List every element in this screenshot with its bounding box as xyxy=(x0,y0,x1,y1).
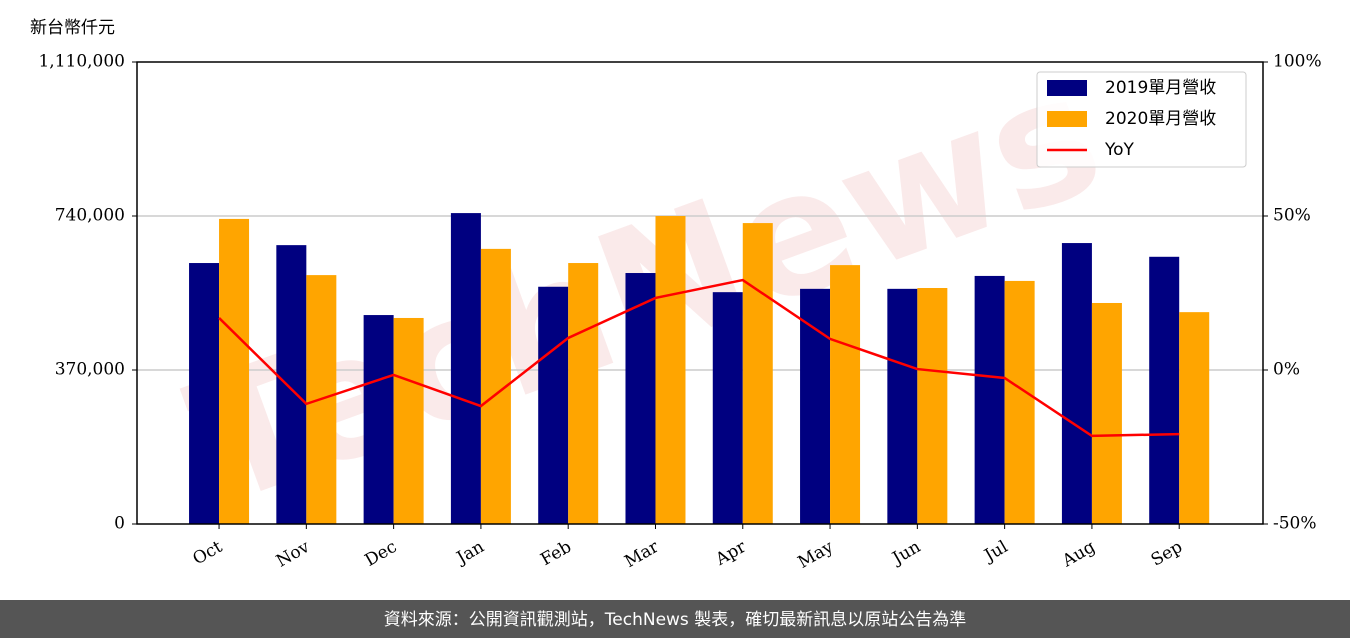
bar xyxy=(830,265,861,524)
y2-tick-label: 50% xyxy=(1273,206,1311,226)
bar xyxy=(712,292,743,524)
bar xyxy=(363,315,394,524)
legend-box xyxy=(1036,71,1247,168)
x-tick-label: Jul xyxy=(980,537,1012,567)
bar xyxy=(974,275,1005,524)
x-tick-label: May xyxy=(795,537,838,573)
legend-swatch xyxy=(1047,111,1087,127)
bar xyxy=(887,288,918,524)
y-tick-label: 370,000 xyxy=(55,360,125,380)
plot-frame xyxy=(136,61,1264,525)
legend-swatch xyxy=(1047,80,1087,96)
y2-tick-label: 0% xyxy=(1273,360,1300,380)
bar xyxy=(1091,302,1122,524)
x-tick-label: Nov xyxy=(273,537,313,572)
x-tick-label: Sep xyxy=(1148,537,1186,571)
line xyxy=(218,278,1180,438)
bar xyxy=(742,223,773,524)
bar xyxy=(538,286,569,524)
footer: 資料來源：公開資訊觀測站，TechNews 製表，確切最新訊息以原站公告為準 xyxy=(384,610,966,630)
bar xyxy=(450,213,481,524)
y-tick-label: 740,000 xyxy=(55,206,125,226)
y-tick-label: 1,110,000 xyxy=(38,52,125,72)
y-tick-label: 0 xyxy=(114,514,125,534)
x-tick-label: Jan xyxy=(452,537,488,569)
bar xyxy=(1004,280,1035,524)
bar xyxy=(800,288,831,524)
bar xyxy=(625,273,656,524)
footer-bar xyxy=(0,600,1350,638)
bar xyxy=(189,263,220,524)
x-tick-label: Jun xyxy=(887,537,924,570)
bar xyxy=(655,216,686,524)
y-axis-label: 新台幣仟元 xyxy=(30,18,115,38)
bar xyxy=(276,245,307,524)
y2-tick-label: 100% xyxy=(1273,52,1322,72)
x-tick-label: Apr xyxy=(712,536,751,570)
x-tick-label: Aug xyxy=(1058,537,1099,572)
bar xyxy=(568,263,599,524)
legend-label: YoY xyxy=(1104,140,1135,160)
legend-label: 2019單月營收 xyxy=(1105,78,1216,98)
bar xyxy=(1061,243,1092,524)
bar xyxy=(1179,312,1210,524)
bar xyxy=(393,317,424,524)
bar xyxy=(1149,256,1180,524)
x-tick-label: Feb xyxy=(537,537,575,570)
y2-tick-label: -50% xyxy=(1273,514,1317,534)
bar xyxy=(917,288,948,524)
x-tick-label: Mar xyxy=(621,536,663,572)
x-tick-label: Dec xyxy=(362,537,401,571)
bar xyxy=(219,218,250,524)
legend-label: 2020單月營收 xyxy=(1105,109,1216,129)
x-tick-label: Oct xyxy=(190,537,226,570)
